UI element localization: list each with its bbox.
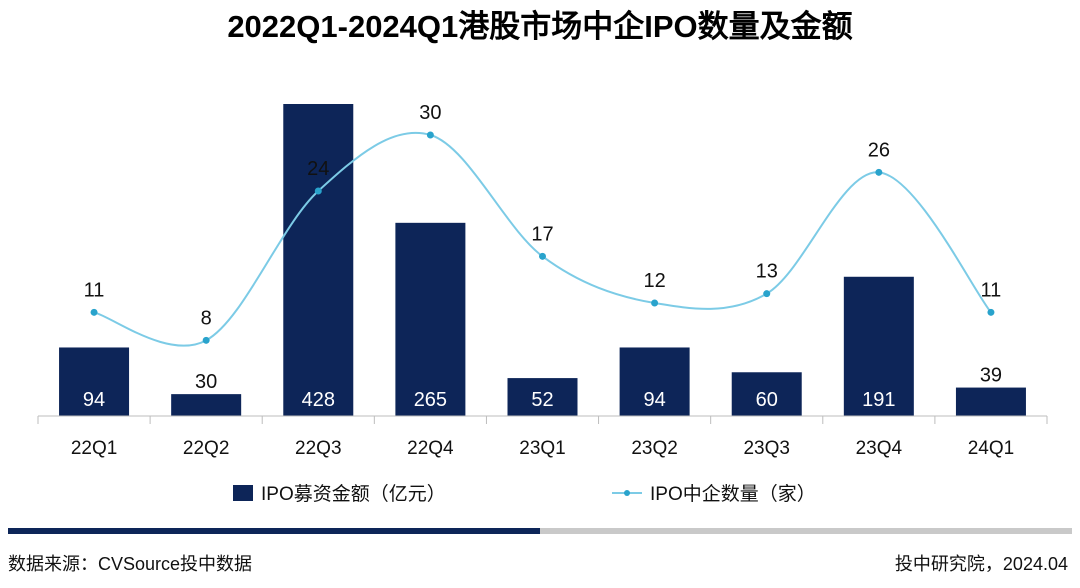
bar-value-label: 60 [756, 389, 778, 411]
line-value-label: 17 [531, 223, 553, 245]
x-tick-label: 24Q1 [968, 438, 1014, 459]
legend-bar-swatch [233, 485, 253, 501]
bar-series [59, 104, 1026, 416]
x-axis: 22Q1 22Q2 22Q3 22Q4 23Q1 23Q2 23Q3 23Q4 24Q1 [37, 415, 1048, 459]
bar-value-label: 191 [862, 389, 895, 411]
bar [395, 222, 466, 416]
line-point [987, 308, 995, 316]
x-tick-label: 23Q1 [519, 438, 565, 459]
line-point [314, 187, 322, 195]
line-point [90, 308, 98, 316]
line-value-label: 26 [868, 139, 890, 161]
line-point [763, 290, 771, 298]
bar [507, 378, 578, 416]
chart-title: 2022Q1-2024Q1港股市场中企IPO数量及金额 [227, 9, 852, 44]
source-note: 数据来源：CVSource投中数据 [8, 554, 252, 574]
line-value-label: 24 [307, 158, 329, 180]
x-tick-label: 22Q2 [183, 438, 229, 459]
legend: IPO募资金额（亿元） IPO中企数量（家） [233, 483, 816, 505]
credit-note: 投中研究院，2024.04 [895, 554, 1068, 574]
x-tick-label: 23Q4 [856, 438, 903, 459]
bar-value-label: 52 [531, 389, 553, 411]
line-point [539, 252, 546, 260]
x-tick-label: 23Q3 [743, 438, 789, 459]
bar-value-label: 265 [414, 389, 447, 411]
line-value-label: 30 [419, 102, 441, 124]
line-value-label: 11 [84, 279, 105, 301]
footer-divider-dark [8, 528, 540, 534]
bar [955, 387, 1026, 416]
x-tick-label: 22Q1 [71, 438, 117, 459]
line-value-label: 12 [643, 270, 665, 292]
bar-value-label: 94 [643, 389, 665, 411]
x-tick-label: 22Q4 [407, 438, 454, 459]
bar-value-label: 428 [302, 389, 335, 411]
bar-value-label: 39 [980, 365, 1002, 387]
bar [619, 347, 690, 416]
legend-line-marker [624, 490, 630, 496]
bar [731, 372, 802, 416]
bar-value-label: 94 [83, 389, 105, 411]
bar [843, 276, 914, 416]
bar [171, 394, 242, 416]
line-series [90, 131, 995, 347]
footer-divider-light [540, 528, 1072, 534]
line-point [426, 131, 434, 139]
bar-value-label: 30 [195, 371, 217, 393]
line-point [202, 336, 210, 344]
data-labels: 94 30 428 265 52 94 60 191 39 11 8 24 30 17 12 13 26 11 [83, 102, 1002, 411]
legend-bar-label: IPO募资金额（亿元） [261, 483, 446, 505]
legend-line-label: IPO中企数量（家） [650, 483, 816, 505]
line-point [875, 168, 883, 176]
bar [283, 104, 354, 416]
line-value-label: 11 [981, 279, 1002, 301]
line-value-label: 13 [756, 261, 778, 283]
x-tick-label: 23Q2 [631, 438, 677, 459]
x-tick-label: 22Q3 [295, 438, 341, 459]
bar [59, 347, 130, 416]
line-point [651, 299, 659, 307]
line-value-label: 8 [201, 307, 212, 329]
